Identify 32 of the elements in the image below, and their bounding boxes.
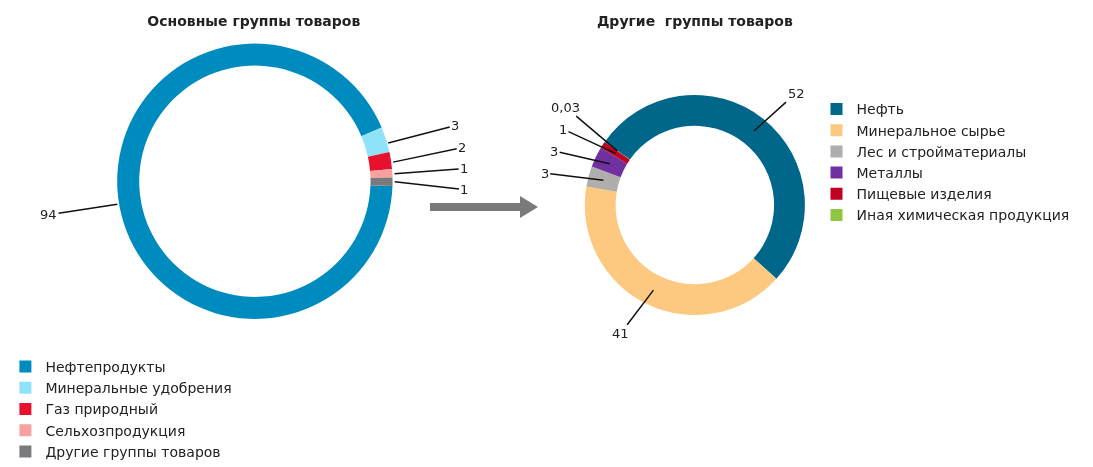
chart-title: Другие группы товаров [596,13,793,30]
legend-label: Сельхозпродукция [45,422,186,439]
chart-title: Основные группы товаров [147,13,361,30]
data-label: 3 [550,144,559,159]
data-label: 2 [458,140,467,155]
data-label: 1 [559,122,568,137]
legend-label: Минеральные удобрения [45,380,232,397]
donut-slice [591,147,628,178]
legend-label: Другие группы товаров [45,443,221,460]
data-label: 1 [460,161,469,176]
legend-label: Газ природный [45,401,158,418]
donut-slice [367,152,393,171]
legend-label: Металлы [856,165,923,182]
legend-label: Лес и стройматериалы [856,143,1027,160]
data-label: 94 [40,207,57,222]
donut-slice [361,127,390,157]
legend-label: Пищевые изделия [856,186,992,203]
donut-slice [584,186,777,315]
data-label: 52 [788,86,805,101]
donut-slice [370,177,393,187]
donut-slice [586,166,621,192]
donut-slice [370,168,393,179]
data-label: 41 [612,326,629,341]
data-label: 3 [451,118,460,133]
data-label: 1 [460,182,469,197]
legend-label: Нефть [856,101,905,118]
data-label: 0,03 [551,100,580,115]
legend-label: Минеральное сырье [856,122,1006,139]
donut-slice [117,43,393,319]
data-label: 3 [541,166,550,181]
legend-label: Нефтепродукты [45,359,166,376]
legend-label: Иная химическая продукция [856,207,1070,224]
